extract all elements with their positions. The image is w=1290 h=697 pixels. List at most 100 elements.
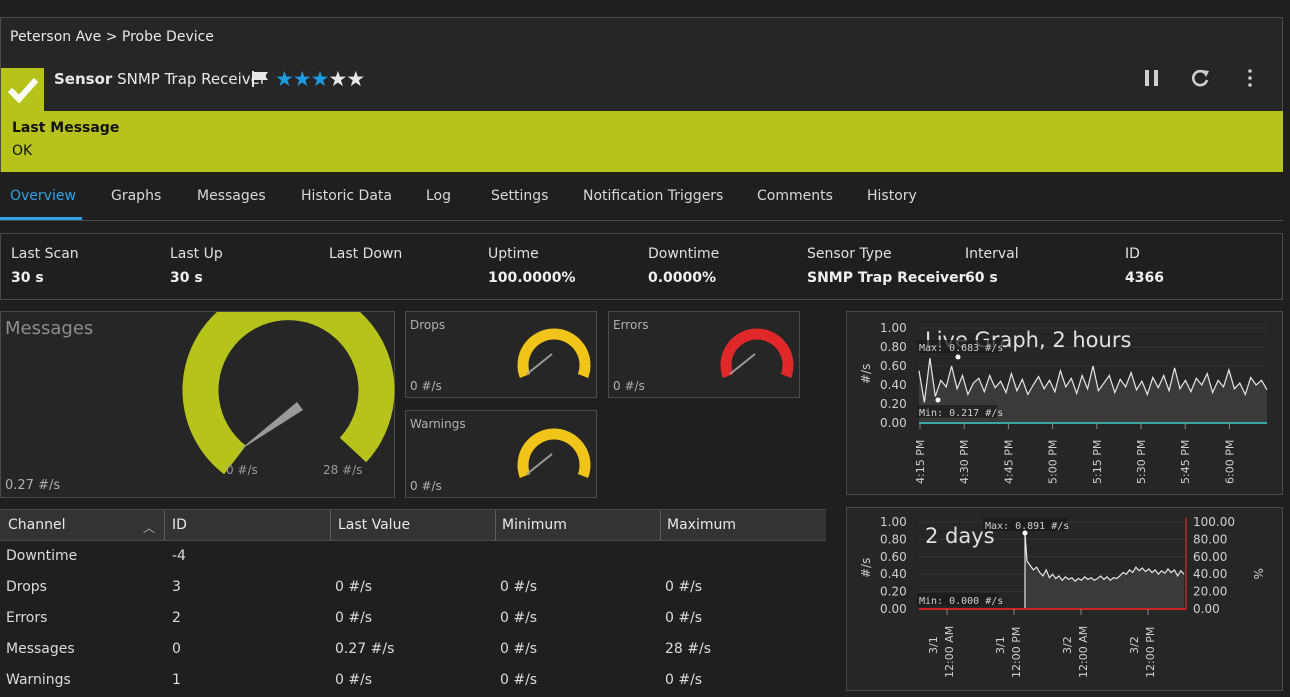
breadcrumb[interactable]: Peterson Ave > Probe Device <box>10 29 214 45</box>
table-cell: 3 <box>172 579 181 595</box>
tab-bar: Overview Graphs Messages Historic Data L… <box>0 178 1283 221</box>
x-tick-label: 6:00 PM <box>1223 440 1236 484</box>
live-graph-panel[interactable]: 1.00 0.80 0.60 0.40 0.20 0.00 4:15 PM 4:30 PM 4… <box>846 311 1283 495</box>
table-row[interactable]: Messages 0 0.27 #/s 0 #/s 28 #/s <box>0 634 826 665</box>
sensor-name: SNMP Trap Receiver <box>117 70 267 88</box>
stat-value: 0.0000% <box>648 270 717 286</box>
sensor-title: Sensor SNMP Trap Receiver <box>54 70 266 88</box>
stat-value: 30 s <box>11 270 44 286</box>
y-tick-label-right: 20.00 <box>1193 585 1227 599</box>
gauge-max-label: 28 #/s <box>323 463 362 477</box>
y-tick-label: 0.80 <box>880 340 907 354</box>
gauge-title: Drops <box>410 318 446 332</box>
live-graph-min-label: Min: 0.217 #/s <box>919 408 1003 419</box>
column-header-maximum[interactable]: Maximum <box>667 517 736 533</box>
gauge-messages-dial: 0 #/s 28 #/s <box>182 312 395 477</box>
stat-interval: Interval 60 s <box>965 246 1019 286</box>
stat-id: ID 4366 <box>1125 246 1164 286</box>
x-tick-label: 5:00 PM <box>1047 440 1060 484</box>
stat-value: 30 s <box>170 270 203 286</box>
priority-stars[interactable]: ★★★★★ <box>275 67 365 91</box>
stat-label: Last Down <box>329 246 403 262</box>
active-tab-indicator <box>0 217 82 220</box>
sort-ascending-icon[interactable]: ︿ <box>143 521 156 535</box>
last-message-title: Last Message <box>12 120 120 136</box>
stat-label: Sensor Type <box>807 246 892 262</box>
tab-settings[interactable]: Settings <box>491 188 549 204</box>
table-cell: 2 <box>172 610 181 626</box>
gauge-drops[interactable]: Drops 0 #/s <box>405 311 597 398</box>
last-message-bar: Last Message OK <box>1 111 1283 172</box>
stat-value: 4366 <box>1125 270 1164 286</box>
star-icon[interactable]: ★ <box>275 67 294 91</box>
tab-history[interactable]: History <box>867 188 917 204</box>
stat-value: SNMP Trap Receiver <box>807 270 966 286</box>
y-tick-label: 0.00 <box>880 416 907 430</box>
column-header-last-value[interactable]: Last Value <box>338 517 411 533</box>
y-tick-label: 0.00 <box>880 602 907 616</box>
column-header-channel[interactable]: Channel <box>8 517 66 533</box>
y-tick-label: 1.00 <box>880 321 907 335</box>
tab-notification-triggers[interactable]: Notification Triggers <box>583 188 724 204</box>
tab-comments[interactable]: Comments <box>757 188 833 204</box>
pause-icon[interactable] <box>1142 67 1162 89</box>
flag-icon[interactable] <box>251 70 271 88</box>
x-tick-label: 3/2 <box>1128 636 1141 654</box>
more-vertical-icon[interactable] <box>1240 67 1260 89</box>
table-cell: Downtime <box>6 548 78 564</box>
live-graph-max-label: Max: 0.683 #/s <box>919 343 1003 354</box>
refresh-icon[interactable] <box>1189 67 1211 89</box>
x-tick-label: 5:15 PM <box>1091 440 1104 484</box>
table-row[interactable]: Downtime -4 <box>0 541 826 572</box>
gauge-value: 0 #/s <box>410 479 442 493</box>
star-icon[interactable]: ★ <box>292 67 312 91</box>
live-graph-chart: 1.00 0.80 0.60 0.40 0.20 0.00 4:15 PM 4:30 PM 4… <box>859 321 1268 484</box>
check-icon <box>7 77 39 104</box>
y-tick-label-right: 0.00 <box>1193 602 1220 616</box>
table-row[interactable]: Warnings 1 0 #/s 0 #/s 0 #/s <box>0 665 826 696</box>
y-tick-label: 0.60 <box>880 359 907 373</box>
table-cell: 28 #/s <box>665 641 712 657</box>
live-graph-max-point <box>955 354 961 360</box>
x-tick-label: 4:15 PM <box>914 440 927 484</box>
star-icon[interactable]: ★ <box>310 67 330 91</box>
gauge-warnings[interactable]: Warnings 0 #/s <box>405 410 597 498</box>
column-header-id[interactable]: ID <box>172 517 187 533</box>
stat-last-down: Last Down <box>329 246 402 270</box>
gauge-errors[interactable]: Errors 0 #/s <box>608 311 800 398</box>
y-tick-label: 0.60 <box>880 550 907 564</box>
two-days-graph-panel[interactable]: 1.00 0.80 0.60 0.40 0.20 0.00 100.00 80.00 60.0… <box>846 507 1283 691</box>
stat-last-up: Last Up 30 s <box>170 246 223 286</box>
tab-messages[interactable]: Messages <box>197 188 266 204</box>
table-cell: 0 <box>172 641 181 657</box>
tab-historic-data[interactable]: Historic Data <box>301 188 392 204</box>
tab-overview[interactable]: Overview <box>10 188 76 204</box>
two-days-max-point <box>1022 530 1028 536</box>
table-cell: Warnings <box>6 672 71 688</box>
gauge-value: 0 #/s <box>613 379 645 393</box>
gauge-messages[interactable]: Messages 0 #/s 28 #/s 0.27 #/s <box>0 311 395 498</box>
stat-value: 60 s <box>965 270 998 286</box>
table-cell: 0 #/s <box>500 672 538 688</box>
stat-label: Last Scan <box>11 246 79 262</box>
star-icon[interactable]: ★ <box>346 67 365 91</box>
gauge-title: Messages <box>5 318 94 339</box>
y-tick-label: 0.80 <box>880 532 907 546</box>
table-row[interactable]: Drops 3 0 #/s 0 #/s 0 #/s <box>0 572 826 603</box>
gauge-title: Errors <box>613 318 649 332</box>
tab-graphs[interactable]: Graphs <box>111 188 162 204</box>
last-message-value: OK <box>12 143 33 159</box>
stat-last-scan: Last Scan 30 s <box>11 246 79 286</box>
sensor-prefix: Sensor <box>54 70 113 88</box>
table-row[interactable]: Errors 2 0 #/s 0 #/s 0 #/s <box>0 603 826 634</box>
x-tick-label: 12:00 PM <box>1144 627 1157 678</box>
y-tick-label-right: 60.00 <box>1193 550 1227 564</box>
column-header-minimum[interactable]: Minimum <box>502 517 567 533</box>
tab-log[interactable]: Log <box>426 188 452 204</box>
channel-table: Channel ︿ ID Last Value Minimum Maximum … <box>0 509 826 696</box>
stat-label: Interval <box>965 246 1019 262</box>
star-icon[interactable]: ★ <box>328 67 347 91</box>
stat-uptime: Uptime 100.0000% <box>488 246 576 286</box>
table-cell: Messages <box>6 641 75 657</box>
table-cell: 1 <box>172 672 181 688</box>
